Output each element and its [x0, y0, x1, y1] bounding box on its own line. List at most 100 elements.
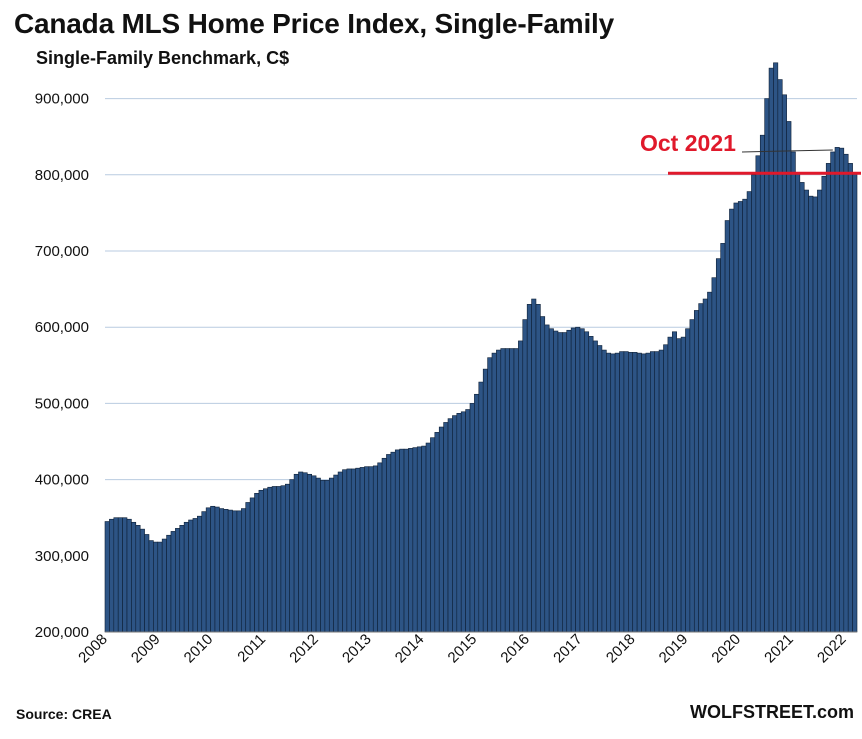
annotation-leader: [741, 149, 833, 153]
bar: [144, 534, 150, 633]
bar: [236, 510, 242, 633]
bar: [711, 277, 717, 633]
bar: [737, 201, 743, 633]
bar: [447, 418, 453, 633]
bar: [562, 332, 568, 633]
bar: [122, 517, 128, 633]
bar: [487, 357, 493, 633]
chart-subtitle: Single-Family Benchmark, C$: [36, 48, 290, 68]
bar: [636, 352, 642, 633]
y-tick-label: 800,000: [35, 167, 89, 184]
bar: [109, 518, 115, 633]
bar: [597, 345, 603, 633]
bar: [504, 348, 510, 633]
bar: [284, 483, 290, 633]
bar: [390, 451, 396, 633]
bar: [781, 94, 787, 633]
bar: [654, 351, 660, 633]
bar: [592, 340, 598, 633]
annotation-label: Oct 2021: [640, 130, 736, 156]
bar: [570, 327, 576, 633]
bar: [254, 493, 260, 633]
bar: [280, 485, 286, 633]
bar: [320, 480, 326, 633]
bar: [148, 540, 154, 633]
bar: [566, 329, 572, 633]
x-tick-label: 2009: [128, 631, 164, 667]
bar: [579, 328, 585, 633]
bar: [197, 515, 203, 633]
bar: [350, 468, 356, 633]
x-tick-label: 2022: [814, 631, 850, 667]
bar: [689, 319, 695, 633]
bar: [258, 489, 264, 633]
bar: [632, 352, 638, 633]
bar: [742, 198, 748, 633]
bar: [249, 497, 255, 633]
bar: [575, 326, 581, 633]
x-tick-label: 2010: [181, 631, 217, 667]
bar: [434, 432, 440, 633]
source-note: Source: CREA: [16, 706, 112, 722]
bar: [535, 304, 541, 633]
y-tick-label: 700,000: [35, 243, 89, 260]
bar: [544, 324, 550, 633]
bar: [531, 298, 537, 633]
bar: [153, 541, 159, 633]
bar: [834, 147, 840, 633]
bar: [421, 445, 427, 633]
bar: [663, 344, 669, 633]
bar: [482, 368, 488, 633]
bar: [430, 437, 436, 633]
bar: [500, 348, 506, 633]
bar: [847, 163, 853, 633]
bar: [315, 477, 321, 633]
bar: [166, 534, 172, 633]
bar: [641, 353, 647, 633]
bar: [271, 486, 277, 633]
annotation-group: Oct 2021: [640, 130, 861, 175]
y-tick-label: 900,000: [35, 91, 89, 108]
bar: [241, 508, 247, 633]
bar: [381, 457, 387, 633]
x-axis-ticks: 2008 2009 2010 2011 2012 2013 2014 2015 2016 2017…: [75, 631, 850, 667]
bar: [372, 465, 378, 633]
bar: [715, 258, 721, 633]
bar: [808, 195, 814, 633]
bar: [623, 351, 629, 633]
bar: [157, 541, 163, 633]
bar: [227, 509, 233, 633]
bar: [135, 525, 141, 633]
bar: [513, 348, 519, 633]
bar: [469, 403, 475, 633]
bar: [843, 153, 849, 633]
bar: [188, 519, 194, 633]
bar: [161, 538, 167, 633]
bar: [289, 479, 295, 633]
bar: [342, 469, 348, 633]
bar: [825, 163, 831, 633]
bar: [399, 448, 405, 633]
bar: [746, 191, 752, 633]
bar: [412, 447, 418, 633]
bar: [245, 502, 251, 633]
bar: [619, 351, 625, 633]
bar: [720, 243, 726, 633]
bar: [491, 352, 497, 633]
bar: [852, 172, 858, 633]
bar: [540, 316, 546, 633]
x-tick-label: 2018: [603, 631, 639, 667]
bar: [117, 517, 123, 633]
bar: [786, 121, 792, 633]
x-tick-label: 2016: [497, 631, 533, 667]
bar: [267, 486, 273, 633]
bar: [755, 155, 761, 633]
bar: [724, 220, 730, 633]
bar: [232, 510, 238, 633]
bar: [328, 477, 334, 633]
bar: [790, 151, 796, 633]
bar: [764, 98, 770, 633]
bar: [526, 304, 532, 633]
bar: [478, 381, 484, 633]
bar: [465, 409, 471, 633]
